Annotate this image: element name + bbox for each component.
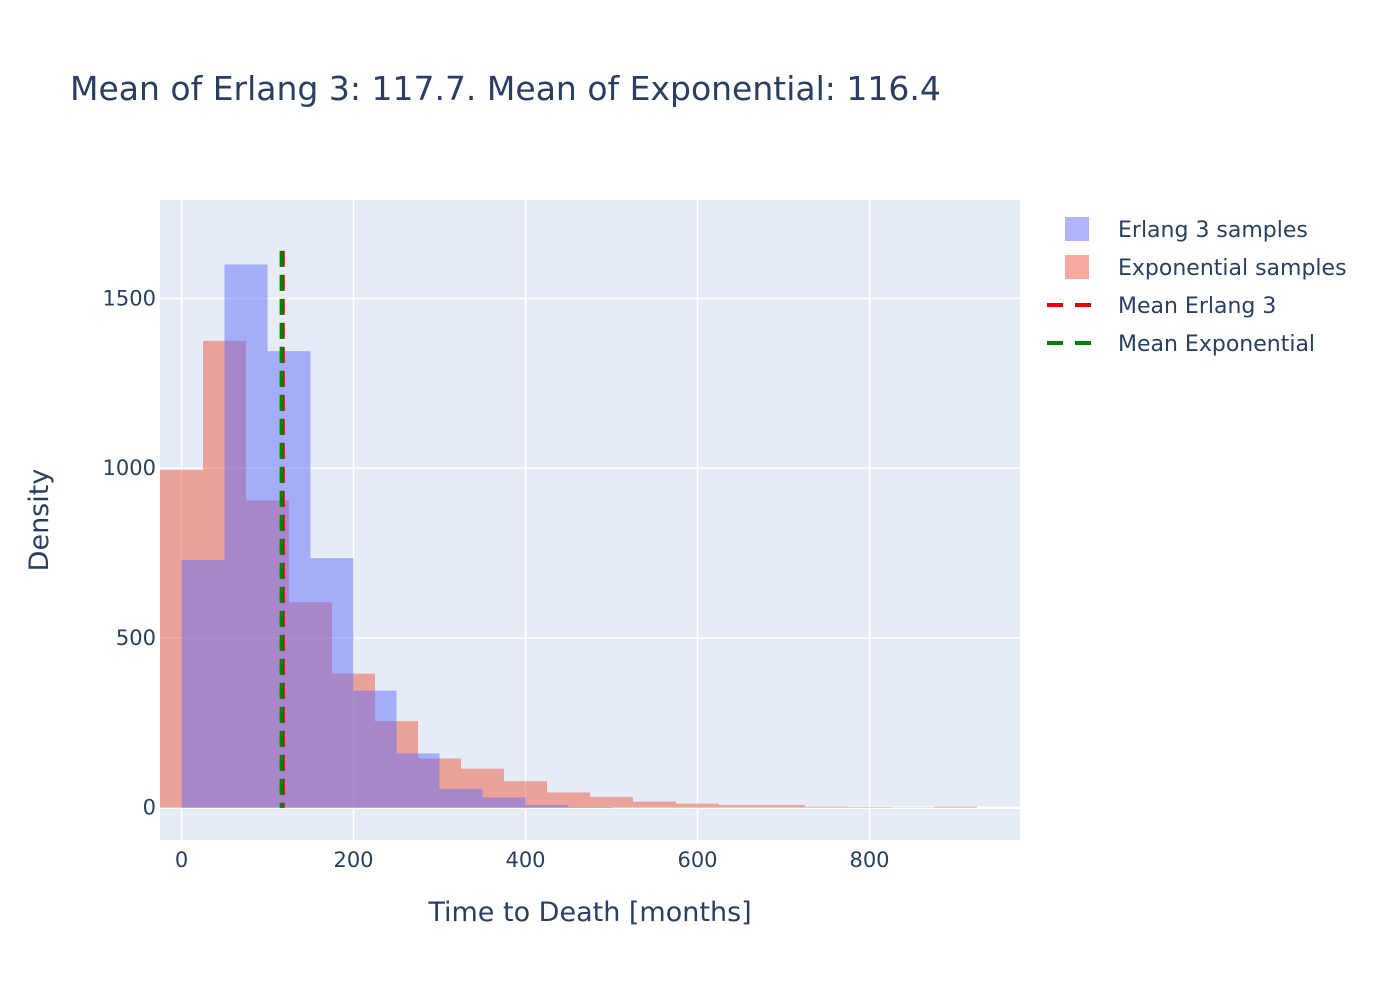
exponential-bar	[762, 805, 805, 808]
legend-exponential-samples-label: Exponential samples	[1118, 256, 1347, 281]
exponential-bar	[676, 803, 719, 808]
exponential-bar	[719, 805, 762, 808]
y-tick-label: 0	[143, 796, 156, 820]
erlang-bar	[181, 559, 225, 808]
y-tick-label: 1000	[103, 456, 156, 480]
histogram-bars	[160, 264, 977, 808]
legend-mean-erlang-label: Mean Erlang 3	[1118, 294, 1276, 319]
erlang-bar	[353, 690, 397, 808]
x-tick-label: 600	[677, 848, 717, 872]
legend[interactable]: Erlang 3 samples Exponential samples Mean …	[1047, 217, 1347, 357]
legend-exponential-samples-swatch	[1065, 255, 1089, 279]
legend-mean-exponential-label: Mean Exponential	[1118, 332, 1315, 357]
exponential-bar	[805, 806, 848, 808]
mean-lines	[279, 250, 285, 808]
x-tick-label: 400	[505, 848, 545, 872]
y-tick-label: 500	[116, 626, 156, 650]
erlang-bar	[267, 351, 311, 808]
erlang-bar	[439, 789, 483, 808]
x-tick-label: 800	[849, 848, 889, 872]
x-tick-label: 200	[333, 848, 373, 872]
erlang-bar	[310, 558, 354, 808]
chart-title: Mean of Erlang 3: 117.7. Mean of Exponen…	[70, 69, 941, 108]
legend-erlang-samples-label: Erlang 3 samples	[1118, 218, 1308, 243]
erlang-bar	[224, 264, 268, 808]
y-axis-ticks: 0 500 1000 1500	[103, 286, 156, 819]
exponential-bar	[633, 801, 676, 808]
erlang-bar	[482, 797, 526, 808]
exponential-bar	[934, 806, 977, 808]
erlang-bar	[525, 805, 569, 808]
exponential-bar	[848, 807, 891, 808]
erlang-bar	[568, 807, 612, 808]
exponential-bar	[590, 796, 633, 808]
y-tick-label: 1500	[103, 286, 156, 310]
x-axis-title: Time to Death [months]	[427, 897, 751, 928]
y-axis-title: Density	[24, 469, 55, 572]
x-axis-ticks: 0 200 400 600 800	[175, 848, 890, 872]
x-tick-label: 0	[175, 848, 188, 872]
erlang-bar	[396, 753, 440, 808]
legend-erlang-samples-swatch	[1065, 217, 1089, 241]
exponential-bar	[547, 792, 590, 808]
